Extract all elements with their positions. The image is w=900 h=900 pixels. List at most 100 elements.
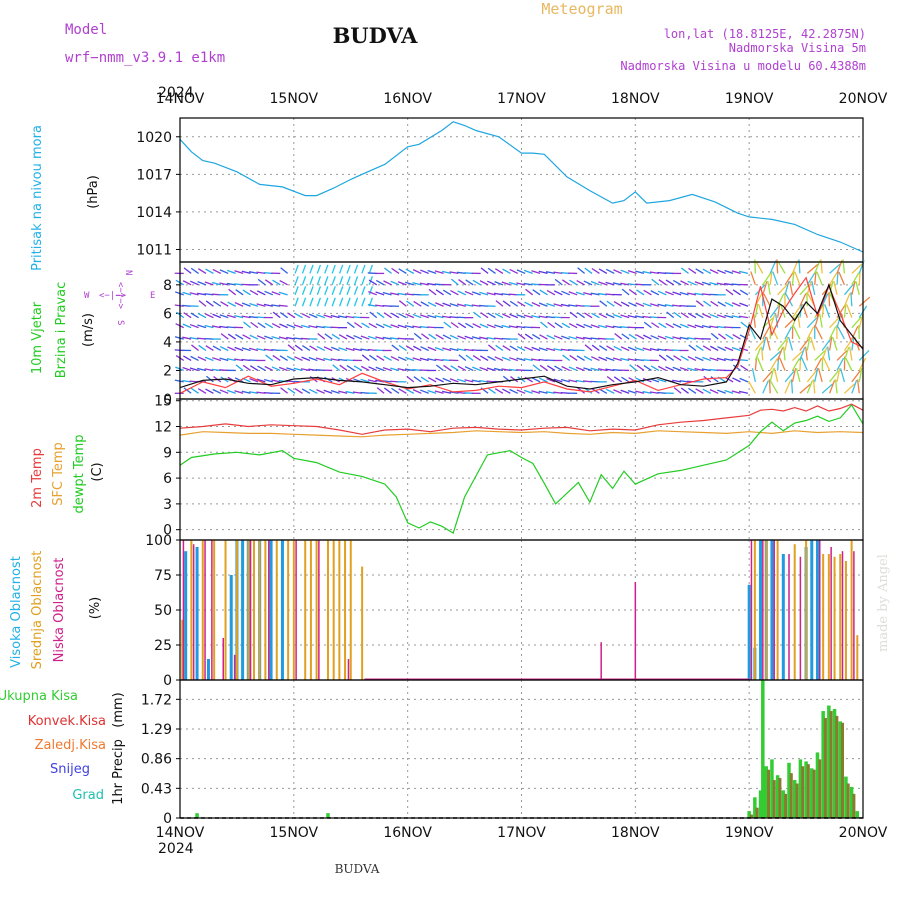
wind-barb — [516, 282, 526, 286]
wind-barb — [680, 312, 689, 319]
wind-barb — [494, 356, 504, 362]
wind-barb — [479, 291, 489, 296]
wind-barb — [523, 314, 533, 319]
clouds-bar — [258, 540, 261, 680]
wind-barb — [525, 288, 534, 296]
wind-barb — [391, 267, 400, 274]
wind-barb — [791, 270, 795, 285]
wind-barb — [420, 376, 430, 383]
wind-barb — [724, 389, 734, 394]
wind-barb — [211, 281, 221, 286]
wind-barb — [846, 304, 853, 318]
temperature-frame — [179, 398, 864, 541]
clouds-bar — [309, 540, 312, 680]
wind-barb — [531, 358, 541, 362]
wind-barb — [791, 368, 797, 383]
clouds-bar — [833, 556, 836, 680]
wind-barb — [191, 344, 199, 351]
wind-barb — [398, 268, 407, 274]
wind-barb — [576, 311, 585, 319]
wind-barb — [249, 365, 259, 372]
wind-barb — [441, 315, 452, 319]
wind-barb — [406, 300, 415, 307]
wind-barb — [279, 355, 288, 362]
wind-barb — [324, 297, 329, 307]
wind-barb — [435, 302, 444, 307]
precip-bar — [838, 721, 842, 818]
wind-barb — [583, 280, 593, 286]
wind-barb — [190, 355, 199, 362]
wind-barb — [368, 366, 377, 372]
wind-barb — [538, 347, 548, 352]
wind-barb — [412, 282, 422, 286]
wind-barb — [502, 300, 511, 307]
wind-barb — [450, 290, 459, 296]
wind-barb — [368, 322, 378, 329]
wind-barb — [345, 390, 355, 394]
wind-barb — [523, 282, 533, 286]
wind-barb — [405, 313, 415, 319]
wind-ylabel-2: Brzina i Pravac — [54, 282, 69, 379]
wind-barb — [643, 321, 652, 329]
wind-barb — [821, 293, 829, 307]
wind-barb — [249, 347, 259, 352]
wind-barb — [568, 291, 578, 296]
wind-barb — [382, 323, 392, 329]
clouds-bar — [233, 654, 236, 680]
wind-barb — [352, 347, 363, 352]
top-day-label: 14NOV — [156, 91, 205, 107]
wind-barb — [531, 390, 541, 394]
wind-barb — [361, 264, 366, 274]
clouds-bar — [192, 544, 195, 680]
bottom-day-label: 18NOV — [611, 825, 660, 841]
wind-barb — [495, 300, 504, 307]
wind-barb — [449, 334, 459, 340]
wind-barb — [204, 324, 214, 329]
wind-barb — [753, 313, 756, 328]
wind-barb — [562, 354, 571, 361]
clouds-bar — [182, 540, 185, 680]
wind-barb — [762, 370, 773, 383]
wind-barb — [294, 387, 303, 394]
wind-barb — [703, 300, 712, 307]
wind-barb — [434, 390, 444, 394]
wind-barb — [642, 390, 652, 394]
wind-barb — [479, 336, 489, 340]
wind-barb — [789, 280, 794, 295]
precip-bar — [792, 780, 797, 818]
wind-barb — [613, 345, 623, 352]
wind-barb — [435, 364, 444, 371]
wind-barb — [546, 365, 556, 372]
wind-barb — [754, 347, 762, 361]
wind-barb — [665, 366, 674, 372]
wind-barb — [404, 324, 414, 329]
wind-barb — [532, 364, 541, 371]
wind-barb — [769, 305, 779, 319]
wind-barb — [405, 388, 415, 394]
wind-barb — [360, 365, 370, 372]
wind-barb — [442, 270, 452, 275]
wind-barb — [412, 389, 422, 394]
wind-barb — [561, 279, 571, 286]
wind-barb — [801, 357, 808, 371]
wind-series-speed — [179, 276, 864, 394]
wind-barb — [457, 322, 467, 329]
precip-bar — [749, 814, 753, 818]
wind-barb — [553, 303, 563, 307]
wind-barb — [427, 376, 437, 383]
wind-barb — [784, 326, 793, 340]
wind-barb — [450, 365, 459, 372]
wind-barb — [391, 344, 400, 351]
wind-barb — [420, 269, 429, 275]
wind-barb — [531, 270, 541, 275]
wind-barb — [353, 276, 359, 286]
wind-barb — [383, 280, 392, 286]
wind-ytick-label: 8 — [163, 278, 172, 294]
wind-barb — [330, 390, 340, 394]
wind-barb — [695, 268, 704, 274]
wind-barb — [538, 315, 548, 319]
wind-barb — [338, 390, 348, 394]
wind-barb — [829, 272, 838, 286]
clouds-bar — [765, 540, 768, 680]
wind-barb — [480, 267, 489, 274]
